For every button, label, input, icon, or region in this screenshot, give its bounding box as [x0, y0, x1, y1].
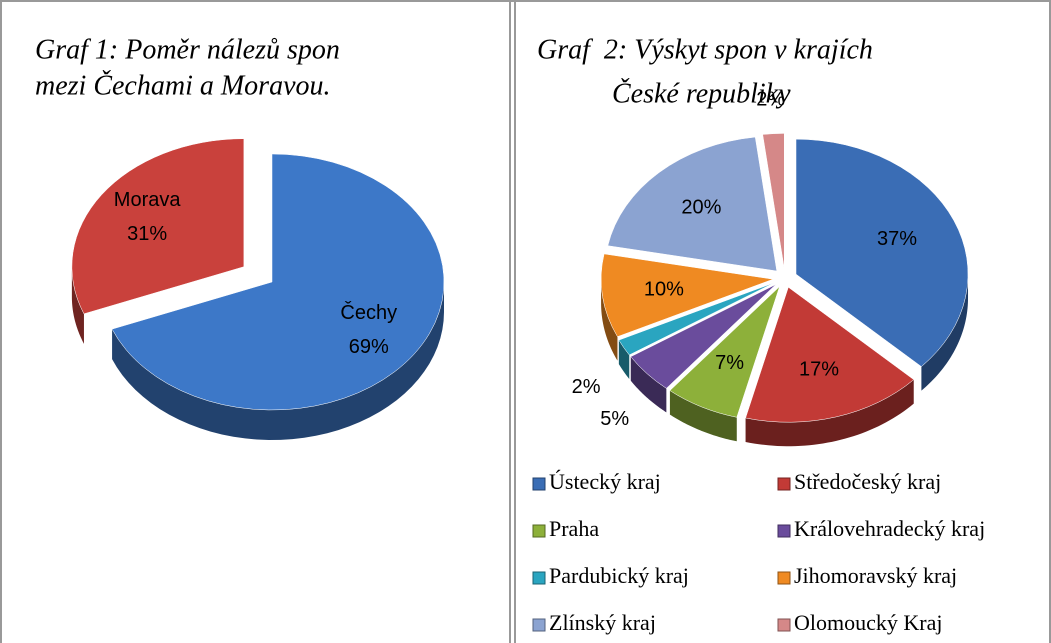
slice-side [618, 340, 630, 379]
slice-side [112, 282, 445, 440]
slice-top [669, 286, 780, 418]
legend-label: Pardubický kraj [549, 563, 689, 588]
data-label: 20% [681, 196, 721, 218]
legend-label: Olomoucký Kraj [794, 610, 942, 635]
chart-title: Graf 2: Výskyt spon v krajích [537, 34, 873, 65]
slice-top [607, 136, 778, 272]
data-label: 37% [877, 228, 917, 250]
slice-top [762, 133, 785, 269]
data-label: 10% [644, 278, 684, 300]
legend-label: Jihomoravský kraj [794, 563, 957, 588]
legend-label: Středočeský kraj [794, 469, 941, 494]
legend-swatch [777, 477, 791, 491]
pie-slice [795, 138, 969, 391]
pie-slice [669, 286, 780, 442]
slice-top [745, 286, 915, 423]
chart-title: Graf 1: Poměr nálezů spon [35, 34, 340, 65]
data-label: 17% [799, 358, 839, 380]
data-label: 69% [349, 336, 389, 358]
legend-swatch [777, 524, 791, 538]
chart-title: mezi Čechami a Moravou. [35, 70, 331, 101]
legend-label: Zlínský kraj [549, 610, 656, 635]
pie-slice [630, 284, 777, 413]
slice-side [745, 379, 914, 447]
legend-label: Praha [549, 516, 599, 541]
slice-side [630, 356, 667, 413]
slice-top [71, 138, 245, 315]
pie-slice [71, 138, 245, 344]
pie-slice [618, 282, 775, 379]
data-label: 31% [127, 223, 167, 245]
pie-slice [762, 133, 785, 269]
data-label: Morava [114, 189, 182, 211]
legend-swatch [532, 618, 546, 632]
slice-top [600, 253, 774, 337]
pie-slice [111, 153, 445, 440]
pie-slice [745, 286, 915, 447]
data-label: Čechy [340, 301, 397, 324]
pie-slice [607, 136, 778, 272]
pie-slice [600, 253, 774, 361]
legend-label: Královehradecký kraj [794, 516, 985, 541]
legend-swatch [777, 618, 791, 632]
slice-side [601, 279, 618, 361]
chart-title: České republiky [612, 78, 791, 109]
slice-side [669, 390, 737, 442]
data-label: 2% [572, 376, 601, 398]
slice-side [71, 266, 84, 344]
data-label: 5% [600, 408, 629, 430]
legend-label: Ústecký kraj [549, 469, 661, 494]
legend-swatch [532, 524, 546, 538]
data-label: 7% [715, 352, 744, 374]
legend-swatch [532, 477, 546, 491]
slice-top [630, 284, 777, 389]
slice-side [921, 274, 969, 391]
legend-swatch [532, 571, 546, 585]
legend-swatch [777, 571, 791, 585]
slice-top [795, 138, 969, 367]
data-label: 2% [756, 88, 785, 110]
slice-top [618, 282, 775, 356]
slice-top [111, 153, 445, 411]
